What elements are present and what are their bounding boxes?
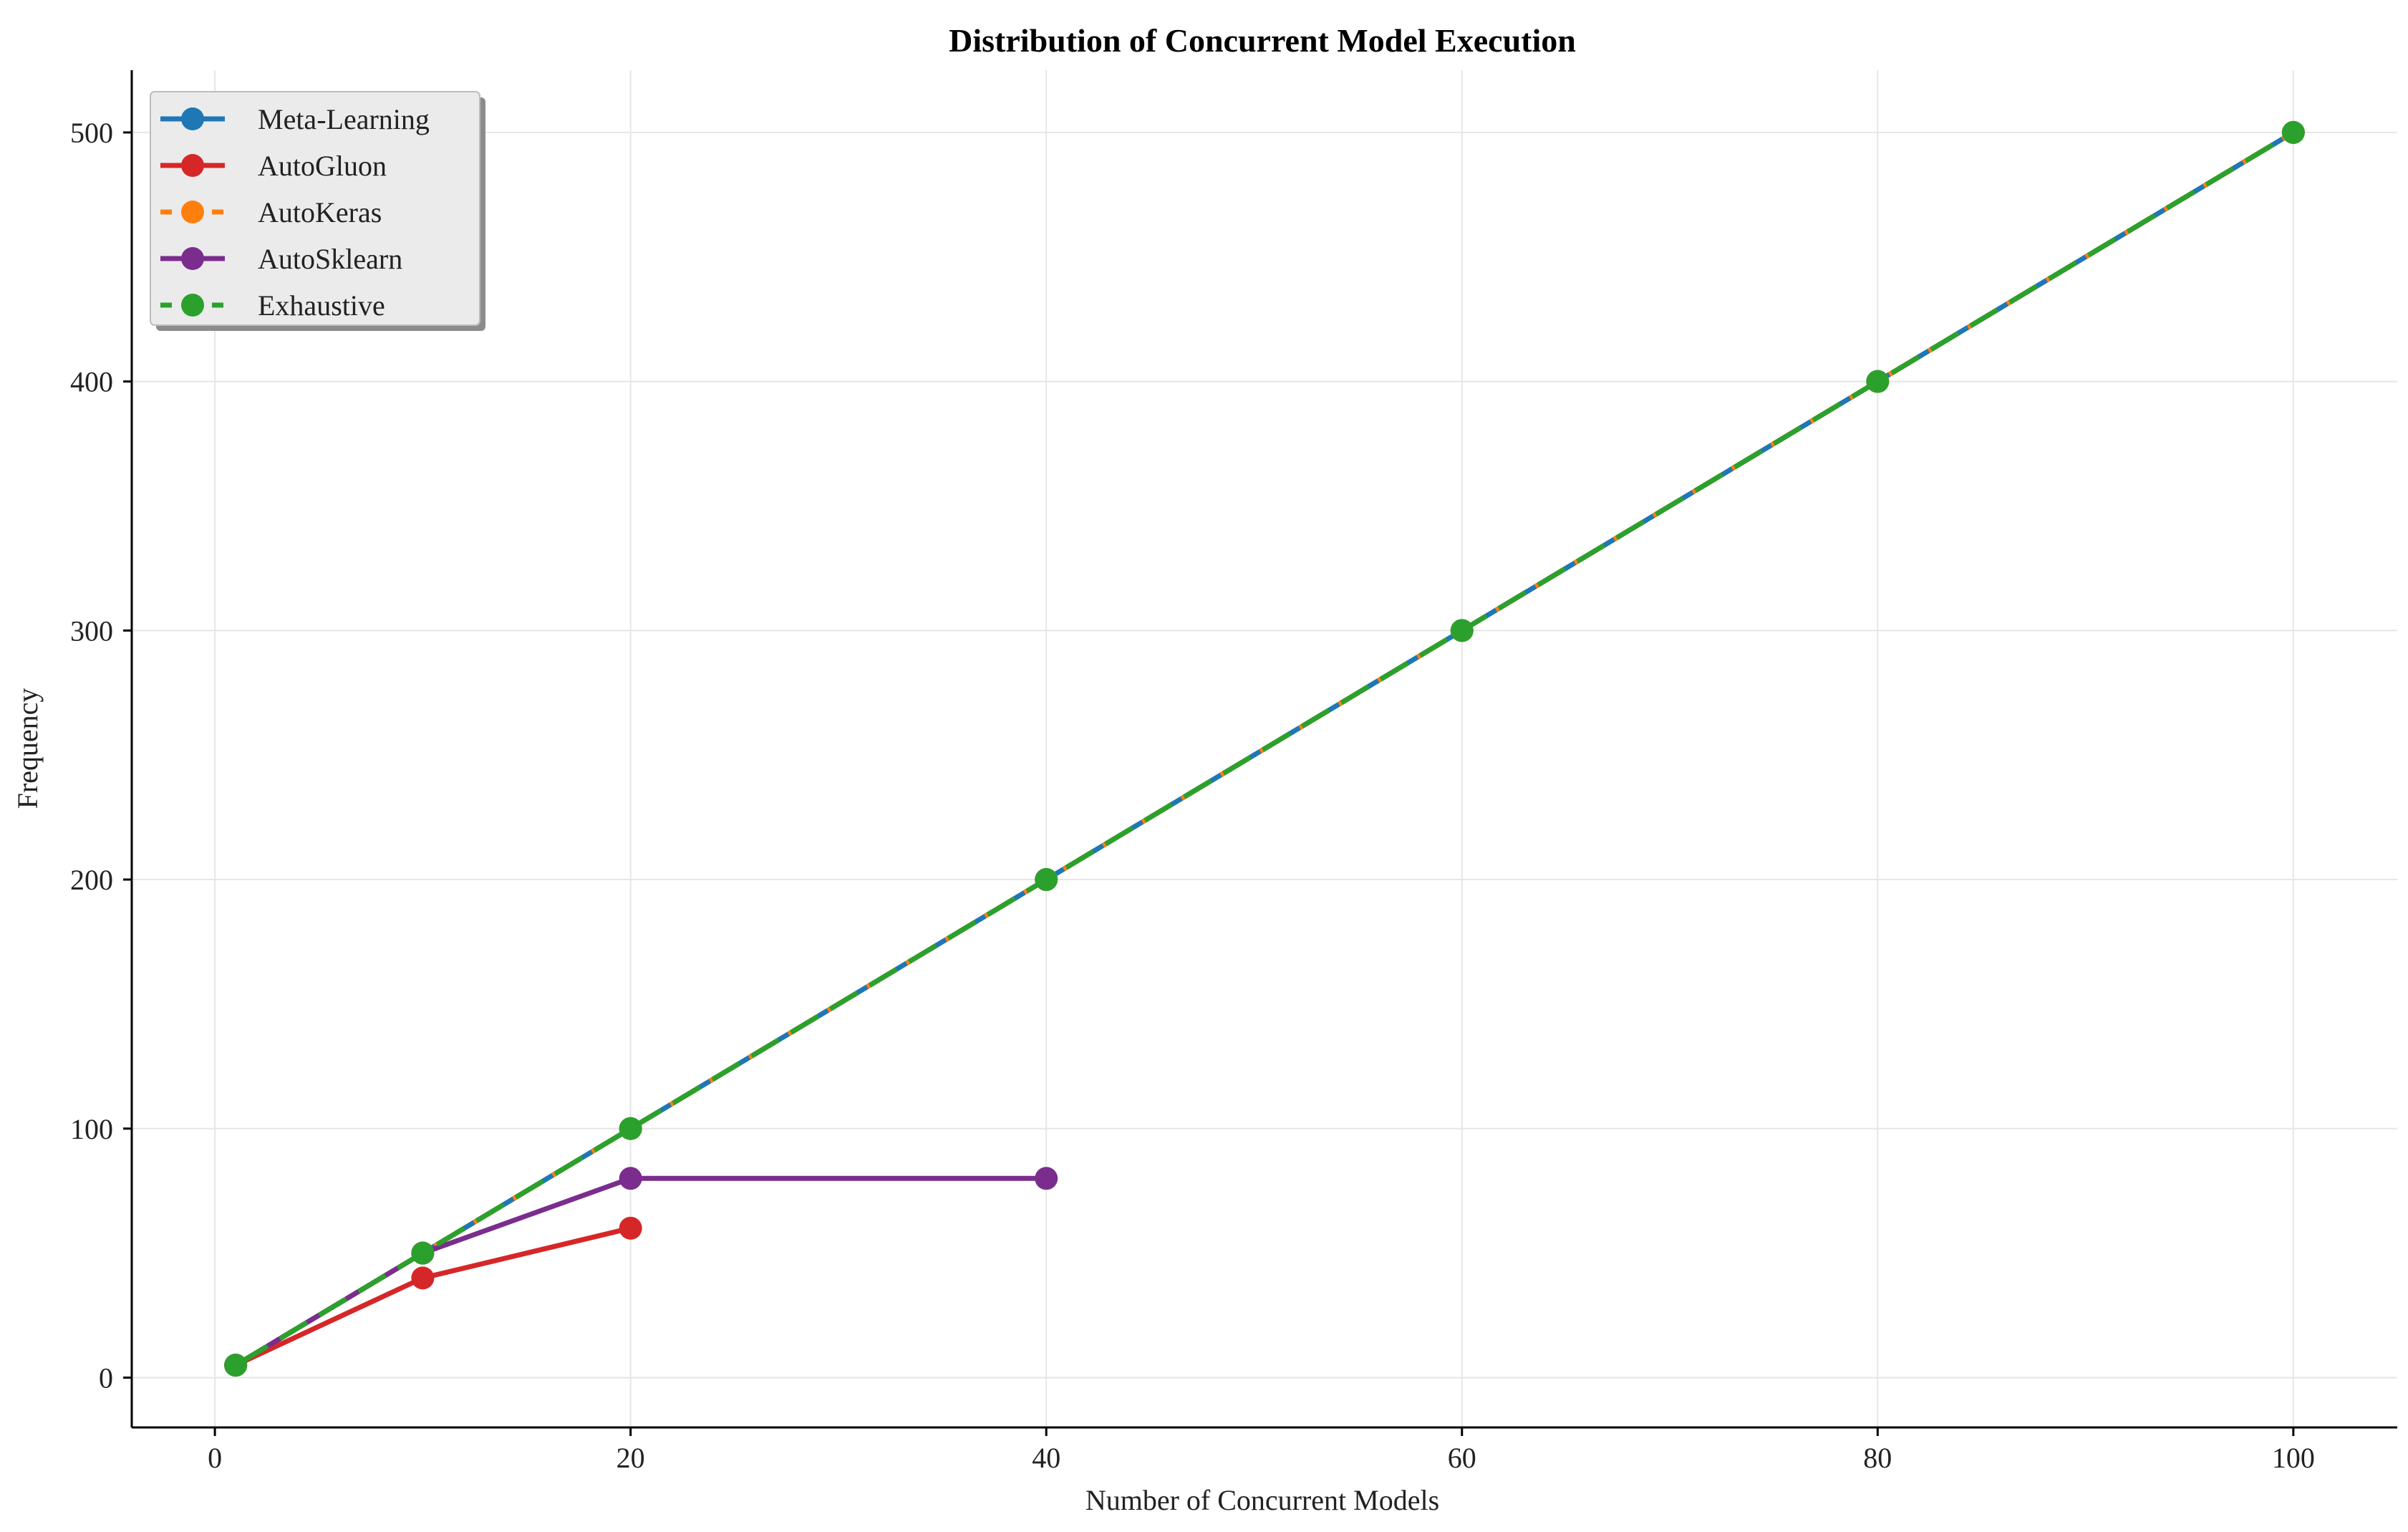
y-tick-label: 400	[70, 366, 113, 398]
series-autogluon	[224, 1216, 642, 1377]
legend-entry: Exhaustive	[160, 289, 385, 322]
legend-box	[150, 91, 480, 326]
series-line	[234, 1175, 1047, 1368]
x-axis-label: Number of Concurrent Models	[1085, 1484, 1439, 1516]
x-tick-label: 40	[1032, 1442, 1060, 1474]
x-tick-label: 20	[616, 1442, 645, 1474]
legend-marker	[181, 294, 204, 317]
legend: Meta-Learning AutoGluon AutoKeras AutoSklea…	[150, 91, 485, 331]
data-point	[1035, 868, 1058, 892]
legend-marker	[181, 201, 204, 223]
data-point	[2281, 120, 2305, 144]
series-layer	[224, 120, 2305, 1377]
y-tick-label: 300	[70, 615, 113, 647]
legend-entry: AutoKeras	[160, 196, 382, 228]
chart-title: Distribution of Concurrent Model Executi…	[949, 22, 1576, 59]
legend-label: AutoKeras	[258, 196, 382, 228]
ticks: 0 20 40 60 80 100 0 100 200 300 400 500	[70, 117, 2315, 1474]
y-tick-label: 200	[70, 864, 113, 896]
legend-label: AutoSklearn	[258, 243, 402, 275]
axes	[130, 70, 2397, 1429]
legend-marker	[181, 247, 204, 270]
data-point	[619, 1167, 642, 1190]
data-point	[411, 1266, 435, 1290]
legend-marker	[181, 154, 204, 177]
data-point	[619, 1117, 642, 1140]
y-tick-label: 500	[70, 117, 113, 149]
x-tick-label: 100	[2272, 1442, 2315, 1474]
series-exhaustive	[224, 120, 2305, 1377]
legend-entry: Meta-Learning	[160, 103, 430, 135]
legend-label: Meta-Learning	[258, 103, 430, 135]
series-autosklearn	[224, 1167, 1058, 1377]
data-point	[1035, 1167, 1058, 1190]
legend-marker	[181, 107, 204, 130]
y-axis-label: Frequency	[11, 688, 44, 809]
data-point	[1866, 370, 1890, 393]
x-tick-label: 60	[1448, 1442, 1476, 1474]
legend-entry: AutoGluon	[160, 150, 387, 182]
y-tick-label: 0	[99, 1362, 113, 1394]
data-point	[1450, 619, 1474, 642]
grid	[132, 70, 2397, 1427]
legend-label: Exhaustive	[258, 289, 385, 322]
data-point	[224, 1354, 248, 1377]
y-tick-label: 100	[70, 1113, 113, 1145]
legend-entry: AutoSklearn	[160, 243, 402, 275]
data-point	[619, 1216, 642, 1240]
data-point	[411, 1241, 435, 1265]
x-tick-label: 0	[208, 1442, 222, 1474]
legend-label: AutoGluon	[258, 150, 387, 182]
x-tick-label: 80	[1863, 1442, 1892, 1474]
